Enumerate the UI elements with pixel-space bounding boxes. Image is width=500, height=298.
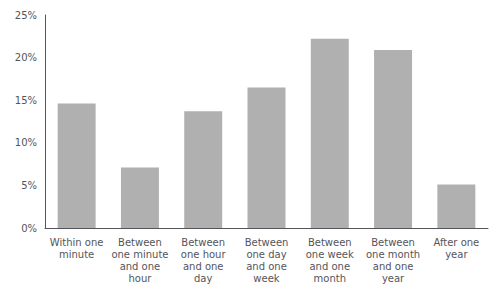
svg-text:20%: 20% [15, 52, 37, 63]
svg-text:Between: Between [118, 237, 162, 248]
svg-text:year: year [382, 273, 405, 284]
svg-text:25%: 25% [15, 10, 37, 21]
svg-text:one minute: one minute [111, 249, 168, 260]
svg-text:one month: one month [366, 249, 420, 260]
svg-text:minute: minute [59, 249, 94, 260]
svg-text:Between: Between [245, 237, 289, 248]
svg-text:10%: 10% [15, 137, 37, 148]
svg-text:15%: 15% [15, 95, 37, 106]
svg-text:5%: 5% [21, 180, 37, 191]
svg-text:one hour: one hour [181, 249, 227, 260]
svg-text:and one: and one [309, 261, 350, 272]
svg-text:month: month [314, 273, 346, 284]
svg-text:one day: one day [246, 249, 286, 260]
svg-text:and one: and one [373, 261, 414, 272]
svg-text:Within one: Within one [50, 237, 104, 248]
svg-text:0%: 0% [21, 223, 37, 234]
svg-text:and one: and one [120, 261, 161, 272]
svg-text:Between: Between [181, 237, 225, 248]
svg-text:year: year [445, 249, 468, 260]
svg-text:one week: one week [306, 249, 354, 260]
svg-text:hour: hour [128, 273, 152, 284]
svg-text:and one: and one [246, 261, 287, 272]
svg-text:and one: and one [183, 261, 224, 272]
svg-text:day: day [194, 273, 212, 284]
svg-text:Between: Between [371, 237, 415, 248]
svg-text:Between: Between [308, 237, 352, 248]
svg-text:week: week [253, 273, 279, 284]
svg-text:After one: After one [433, 237, 479, 248]
